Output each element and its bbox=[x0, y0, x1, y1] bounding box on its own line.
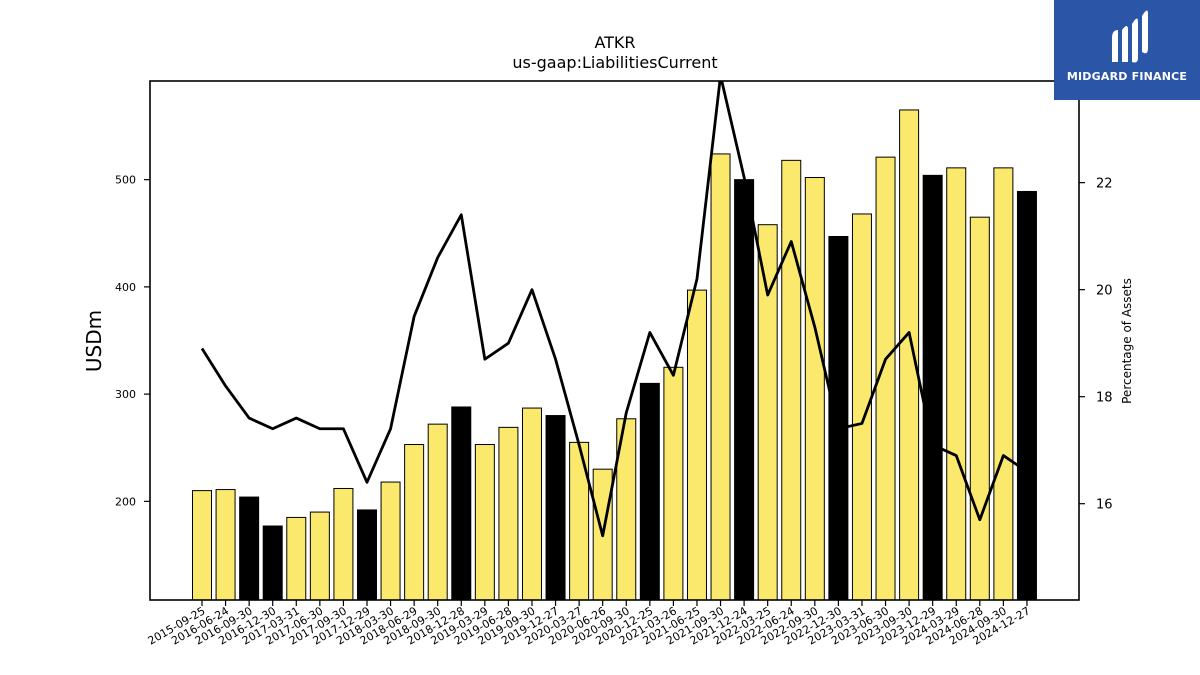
bar bbox=[686, 289, 707, 601]
bar bbox=[663, 366, 684, 601]
bar bbox=[1016, 190, 1037, 601]
y2-axis-label: Percentage of Assets bbox=[1120, 278, 1134, 404]
y-tick-label: 300 bbox=[115, 388, 136, 401]
bar bbox=[922, 174, 943, 601]
bar bbox=[286, 516, 307, 601]
left-axis: 200 300 400 500 bbox=[115, 174, 150, 508]
y2-tick-label: 22 bbox=[1096, 177, 1113, 192]
bar bbox=[969, 216, 990, 601]
bar bbox=[521, 407, 542, 601]
percentage-line bbox=[200, 81, 1028, 538]
bar bbox=[639, 382, 660, 601]
bar bbox=[333, 487, 354, 601]
bar bbox=[946, 167, 967, 601]
bar bbox=[215, 489, 236, 601]
bar bbox=[356, 509, 377, 601]
y-tick-label: 500 bbox=[115, 174, 136, 187]
bar bbox=[404, 444, 425, 601]
line-group bbox=[200, 81, 1028, 538]
midgard-logo-icon bbox=[1112, 10, 1148, 63]
bar bbox=[734, 179, 755, 601]
y2-tick-label: 18 bbox=[1096, 391, 1113, 406]
right-axis: 16 18 20 22 bbox=[1079, 177, 1113, 513]
bar bbox=[828, 235, 849, 601]
brand-name: MIDGARD FINANCE bbox=[1066, 70, 1188, 83]
bar bbox=[427, 423, 448, 601]
bar bbox=[380, 481, 401, 601]
bar bbox=[309, 511, 330, 601]
y2-tick-label: 16 bbox=[1096, 498, 1113, 513]
bar bbox=[262, 525, 283, 601]
bar bbox=[474, 444, 495, 601]
bar bbox=[498, 426, 519, 601]
bar bbox=[239, 496, 260, 601]
y-tick-label: 200 bbox=[115, 495, 136, 508]
bar bbox=[710, 153, 731, 601]
bar bbox=[192, 490, 212, 601]
bar bbox=[781, 159, 802, 601]
chart-subtitle: us-gaap:LiabilitiesCurrent bbox=[512, 53, 717, 72]
bar bbox=[451, 406, 472, 601]
y-tick-label: 400 bbox=[115, 281, 136, 294]
brand-logo: MIDGARD FINANCE bbox=[1054, 0, 1200, 100]
x-axis: 2015-09-252016-06-242016-09-302016-12-30… bbox=[146, 600, 1032, 648]
bar bbox=[993, 167, 1014, 601]
y2-tick-label: 20 bbox=[1096, 284, 1113, 299]
plot-frame bbox=[149, 80, 1080, 601]
bar-group bbox=[192, 109, 1037, 601]
chart-title: ATKR bbox=[594, 33, 635, 52]
bar bbox=[545, 415, 566, 601]
y-axis-label: USDm bbox=[82, 310, 106, 372]
bar bbox=[804, 177, 825, 601]
bar bbox=[899, 109, 920, 601]
